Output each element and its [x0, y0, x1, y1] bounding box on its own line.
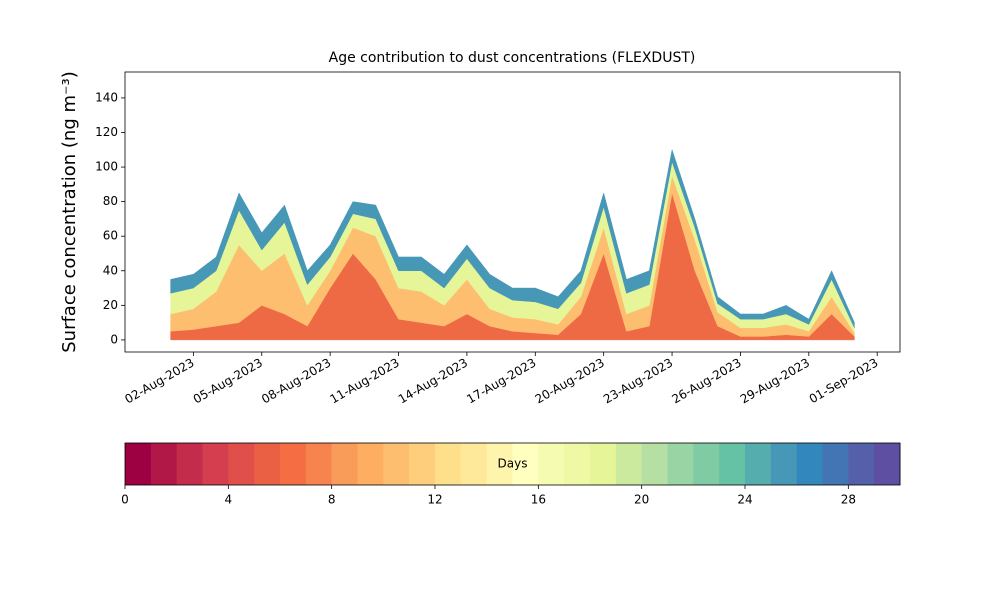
chart-title: Age contribution to dust concentrations … [329, 50, 696, 66]
y-tick-label: 60 [103, 229, 118, 243]
colorbar-swatch [512, 443, 539, 485]
colorbar-swatch [331, 443, 358, 485]
y-tick-label: 100 [95, 160, 118, 174]
colorbar-swatch [409, 443, 436, 485]
colorbar-tick-label: 4 [225, 493, 233, 507]
colorbar-frame [124, 442, 901, 486]
colorbar-swatch [176, 443, 203, 485]
y-tick-label: 80 [103, 194, 118, 208]
colorbar-swatch [796, 443, 823, 485]
colorbar-label: Days [498, 457, 528, 471]
colorbar-tick-label: 0 [121, 493, 129, 507]
y-axis-label: Surface concentration (ng m⁻³) [59, 71, 80, 353]
colorbar-tick-label: 20 [634, 493, 649, 507]
y-tick-label: 120 [95, 125, 118, 139]
colorbar-swatch [693, 443, 720, 485]
colorbar-tick-label: 24 [737, 493, 752, 507]
plot-frame [124, 71, 901, 353]
y-tick-label: 140 [95, 90, 118, 104]
colorbar-tick-label: 12 [427, 493, 442, 507]
colorbar-swatch [383, 443, 410, 485]
colorbar-swatch [667, 443, 694, 485]
colorbar-swatch [460, 443, 488, 485]
area-layer [170, 149, 855, 328]
colorbar-swatch [202, 443, 229, 485]
colorbar-swatch [538, 443, 565, 485]
x-tick-label: 01-Sep-2023 [807, 356, 881, 407]
colorbar-swatch [280, 443, 307, 485]
colorbar-swatch [305, 443, 333, 485]
colorbar-tick-label: 8 [328, 493, 336, 507]
colorbar-swatch [615, 443, 643, 485]
colorbar-tick-label: 28 [841, 493, 856, 507]
x-tick-label: 23-Aug-2023 [601, 356, 675, 407]
colorbar-swatch [719, 443, 746, 485]
x-tick-label: 17-Aug-2023 [464, 356, 538, 407]
colorbar-swatch [150, 443, 178, 485]
colorbar-swatch [848, 443, 875, 485]
colorbar-swatch [874, 443, 901, 485]
x-tick-label: 05-Aug-2023 [191, 356, 265, 407]
colorbar-swatch [590, 443, 617, 485]
colorbar-swatch [770, 443, 798, 485]
y-tick-label: 40 [103, 263, 118, 277]
colorbar-tick-label: 16 [531, 493, 546, 507]
y-tick-label: 0 [110, 332, 118, 346]
colorbar-swatch [822, 443, 849, 485]
colorbar-swatch [564, 443, 591, 485]
colorbar-swatch [486, 443, 513, 485]
colorbar-swatch [254, 443, 281, 485]
colorbar-swatch [641, 443, 668, 485]
x-tick-label: 11-Aug-2023 [328, 356, 402, 407]
x-tick-label: 14-Aug-2023 [396, 356, 470, 407]
colorbar-swatch [357, 443, 384, 485]
x-tick-label: 29-Aug-2023 [738, 356, 812, 407]
y-tick-label: 20 [103, 298, 118, 312]
x-tick-label: 02-Aug-2023 [122, 356, 196, 407]
colorbar-swatch [228, 443, 255, 485]
x-tick-label: 08-Aug-2023 [259, 356, 333, 407]
colorbar-swatch [125, 443, 152, 485]
x-tick-label: 20-Aug-2023 [533, 356, 607, 407]
colorbar-swatch [435, 443, 462, 485]
x-tick-label: 26-Aug-2023 [669, 356, 743, 407]
colorbar-swatch [745, 443, 772, 485]
